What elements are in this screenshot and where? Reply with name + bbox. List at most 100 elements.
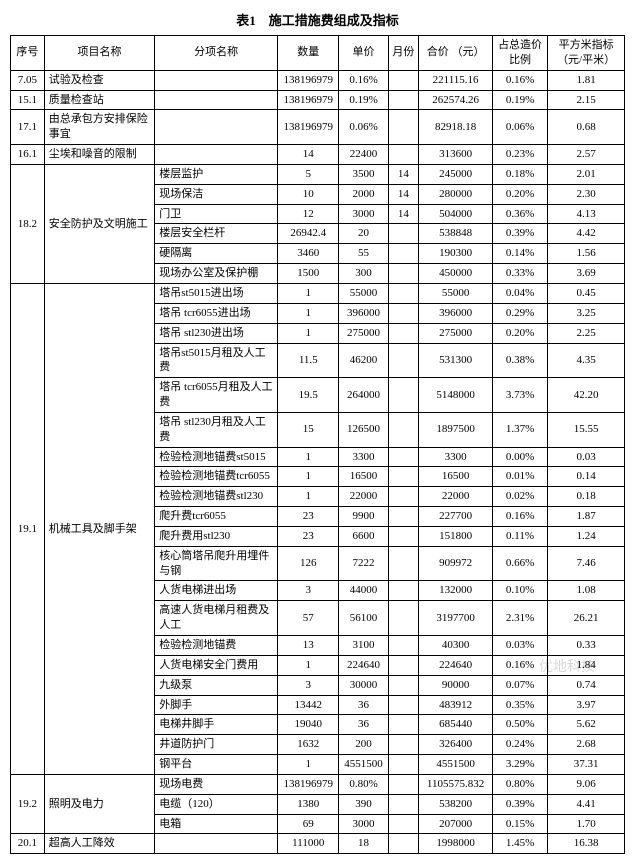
cell-ratio: 0.35% — [492, 695, 547, 715]
cell-qty: 1 — [278, 755, 339, 775]
cell-sub: 塔吊st5015月租及人工费 — [155, 343, 278, 378]
cell-total: 221115.16 — [419, 70, 493, 90]
cell-total: 531300 — [419, 343, 493, 378]
cell-sub: 楼层监护 — [155, 164, 278, 184]
h-qty: 数量 — [278, 36, 339, 71]
cell-sub: 爬升费tcr6055 — [155, 507, 278, 527]
table-row: 17.1由总承包方安排保险事宜1381969790.06%82918.180.0… — [11, 110, 625, 145]
cell-sub: 电缆（120） — [155, 794, 278, 814]
h-proj: 项目名称 — [44, 36, 155, 71]
cell-index: 2.68 — [548, 735, 625, 755]
cell-total: 538200 — [419, 794, 493, 814]
cell-qty: 1 — [278, 487, 339, 507]
cell-qty: 3 — [278, 581, 339, 601]
cell-total: 685440 — [419, 715, 493, 735]
cell-index: 0.33 — [548, 636, 625, 656]
cell-sub — [155, 145, 278, 165]
cell-month — [388, 323, 419, 343]
cell-ratio: 0.07% — [492, 675, 547, 695]
cell-total: 4551500 — [419, 755, 493, 775]
cell-month — [388, 487, 419, 507]
cell-total: 3300 — [419, 447, 493, 467]
cell-month — [388, 412, 419, 447]
cell-qty: 1 — [278, 447, 339, 467]
cell-index: 5.62 — [548, 715, 625, 735]
cell-price: 3100 — [339, 636, 388, 656]
cell-price: 20 — [339, 224, 388, 244]
cell-index: 3.97 — [548, 695, 625, 715]
cell-total: 82918.18 — [419, 110, 493, 145]
cell-total: 538848 — [419, 224, 493, 244]
cell-price: 0.06% — [339, 110, 388, 145]
cell-proj: 照明及电力 — [44, 774, 155, 834]
cell-proj: 超高人工降效 — [44, 834, 155, 854]
cell-month — [388, 581, 419, 601]
cell-sub: 检验检测地锚费st5015 — [155, 447, 278, 467]
cell-seq: 16.1 — [11, 145, 45, 165]
cell-sub: 外脚手 — [155, 695, 278, 715]
cell-sub: 楼层安全栏杆 — [155, 224, 278, 244]
cell-total: 227700 — [419, 507, 493, 527]
cell-price: 0.80% — [339, 774, 388, 794]
cell-qty: 19.5 — [278, 378, 339, 413]
cell-month — [388, 110, 419, 145]
cell-qty: 111000 — [278, 834, 339, 854]
cell-qty: 12 — [278, 204, 339, 224]
cell-total: 483912 — [419, 695, 493, 715]
cell-total: 1998000 — [419, 834, 493, 854]
cell-total: 190300 — [419, 244, 493, 264]
cell-total: 262574.26 — [419, 90, 493, 110]
cell-qty: 3 — [278, 675, 339, 695]
cell-month — [388, 655, 419, 675]
cell-month: 14 — [388, 164, 419, 184]
cell-ratio: 0.16% — [492, 655, 547, 675]
cell-seq: 20.1 — [11, 834, 45, 854]
cell-total: 450000 — [419, 264, 493, 284]
cell-month — [388, 546, 419, 581]
cell-ratio: 0.36% — [492, 204, 547, 224]
cell-index: 1.84 — [548, 655, 625, 675]
cell-total: 5148000 — [419, 378, 493, 413]
cell-qty: 1 — [278, 303, 339, 323]
cell-month — [388, 814, 419, 834]
cell-price: 2000 — [339, 184, 388, 204]
cell-index: 42.20 — [548, 378, 625, 413]
cell-qty: 1380 — [278, 794, 339, 814]
cell-total: 326400 — [419, 735, 493, 755]
cell-sub: 塔吊 stl230进出场 — [155, 323, 278, 343]
table-row: 15.1质量检查站1381969790.19%262574.260.19%2.1… — [11, 90, 625, 110]
cell-sub: 检验检测地锚费stl230 — [155, 487, 278, 507]
cell-price: 200 — [339, 735, 388, 755]
cell-index: 0.03 — [548, 447, 625, 467]
cell-ratio: 0.00% — [492, 447, 547, 467]
cell-index: 26.21 — [548, 601, 625, 636]
cell-index: 2.25 — [548, 323, 625, 343]
cell-ratio: 0.50% — [492, 715, 547, 735]
cell-seq: 15.1 — [11, 90, 45, 110]
cell-month — [388, 755, 419, 775]
cell-index: 0.68 — [548, 110, 625, 145]
cell-ratio: 0.24% — [492, 735, 547, 755]
table-row: 18.2安全防护及文明施工楼层监护53500142450000.18%2.01 — [11, 164, 625, 184]
h-seq: 序号 — [11, 36, 45, 71]
cell-price: 126500 — [339, 412, 388, 447]
cell-month — [388, 283, 419, 303]
cell-qty: 138196979 — [278, 110, 339, 145]
cell-ratio: 0.39% — [492, 224, 547, 244]
cell-total: 396000 — [419, 303, 493, 323]
cell-month — [388, 244, 419, 264]
cell-total: 909972 — [419, 546, 493, 581]
cell-total: 504000 — [419, 204, 493, 224]
cell-qty: 69 — [278, 814, 339, 834]
cell-price: 264000 — [339, 378, 388, 413]
cell-month — [388, 224, 419, 244]
cell-month — [388, 303, 419, 323]
h-total: 合价 （元） — [419, 36, 493, 71]
cell-index: 15.55 — [548, 412, 625, 447]
cell-month — [388, 601, 419, 636]
cell-index: 9.06 — [548, 774, 625, 794]
h-ratio: 占总造价 比例 — [492, 36, 547, 71]
cell-index: 3.25 — [548, 303, 625, 323]
cell-index: 3.69 — [548, 264, 625, 284]
h-index: 平方米指标 （元/平米） — [548, 36, 625, 71]
